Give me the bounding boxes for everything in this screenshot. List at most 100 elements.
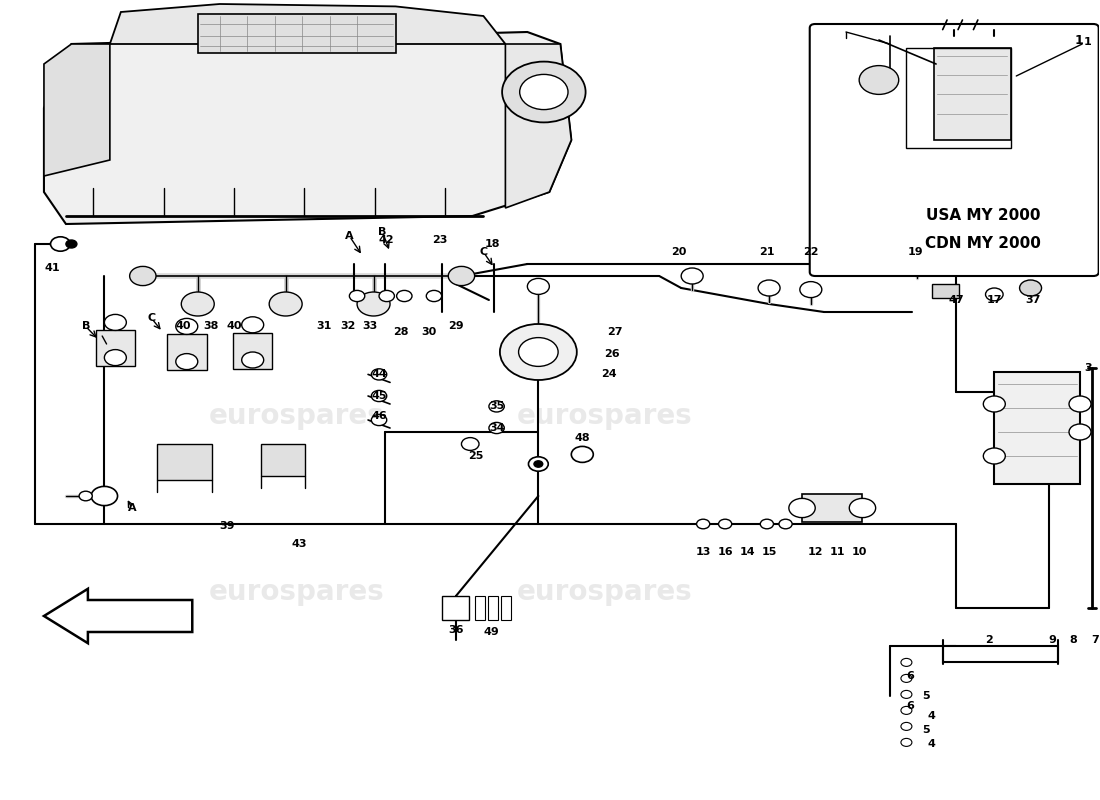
Circle shape (79, 491, 92, 501)
Bar (932, 284, 959, 298)
Text: 19: 19 (908, 247, 923, 257)
Bar (167, 334, 207, 370)
Text: 5: 5 (923, 725, 930, 734)
Circle shape (760, 519, 773, 529)
Circle shape (350, 290, 365, 302)
Circle shape (91, 486, 118, 506)
Text: 25: 25 (468, 451, 483, 461)
Text: 32: 32 (341, 322, 356, 331)
Text: 18: 18 (484, 239, 500, 249)
Polygon shape (505, 44, 571, 208)
Circle shape (379, 290, 395, 302)
Circle shape (66, 240, 77, 248)
FancyBboxPatch shape (810, 24, 1099, 276)
Text: 22: 22 (803, 247, 818, 257)
Circle shape (1069, 396, 1091, 412)
Bar (994, 372, 1080, 484)
Text: B: B (378, 227, 386, 237)
Text: 6: 6 (905, 671, 914, 681)
Circle shape (176, 318, 198, 334)
Circle shape (906, 256, 928, 272)
Circle shape (901, 722, 912, 730)
Text: 14: 14 (739, 547, 755, 557)
Bar (262, 444, 306, 476)
Text: 1: 1 (1084, 37, 1091, 46)
Text: 15: 15 (761, 547, 777, 557)
Text: CDN MY 2000: CDN MY 2000 (925, 237, 1042, 251)
Circle shape (51, 237, 70, 251)
Circle shape (242, 317, 264, 333)
Text: 12: 12 (807, 547, 823, 557)
Text: 21: 21 (759, 247, 774, 257)
Text: C: C (480, 247, 487, 257)
Text: 46: 46 (371, 411, 387, 421)
Bar (500, 596, 510, 620)
Text: 36: 36 (448, 626, 464, 635)
Circle shape (983, 448, 1005, 464)
Text: 9: 9 (1048, 635, 1056, 645)
Text: A: A (345, 231, 354, 241)
Circle shape (130, 266, 156, 286)
Text: eurospares: eurospares (209, 578, 385, 606)
Circle shape (528, 457, 548, 471)
Circle shape (696, 519, 710, 529)
Circle shape (758, 280, 780, 296)
Text: 2: 2 (984, 635, 992, 645)
Text: 3: 3 (1084, 363, 1091, 373)
Circle shape (427, 290, 442, 302)
Bar (442, 596, 469, 620)
Circle shape (372, 369, 387, 380)
Text: 47: 47 (948, 295, 964, 305)
Text: C: C (147, 314, 156, 323)
Circle shape (534, 461, 542, 467)
Text: A: A (128, 503, 136, 513)
Text: 41: 41 (45, 263, 60, 273)
Bar (474, 596, 484, 620)
Circle shape (358, 292, 390, 316)
Text: 8: 8 (1069, 635, 1077, 645)
Text: 43: 43 (292, 539, 307, 549)
Circle shape (182, 292, 214, 316)
Bar (487, 596, 497, 620)
Circle shape (104, 314, 126, 330)
Circle shape (519, 74, 568, 110)
Bar (157, 444, 212, 480)
Circle shape (242, 352, 264, 368)
Text: 40: 40 (227, 322, 242, 331)
Text: 35: 35 (490, 402, 504, 411)
Text: 44: 44 (371, 370, 387, 379)
Circle shape (372, 390, 387, 402)
Polygon shape (44, 44, 110, 176)
Bar (934, 48, 1011, 140)
Circle shape (176, 354, 198, 370)
Circle shape (488, 422, 504, 434)
Circle shape (461, 438, 478, 450)
Bar (906, 48, 1011, 148)
Text: 1: 1 (1075, 34, 1084, 46)
Circle shape (789, 498, 815, 518)
Text: 23: 23 (432, 235, 448, 245)
Circle shape (571, 446, 593, 462)
Circle shape (800, 282, 822, 298)
Text: 34: 34 (488, 423, 505, 433)
Circle shape (449, 266, 474, 286)
Text: eurospares: eurospares (209, 402, 385, 430)
Circle shape (518, 338, 558, 366)
Text: USA MY 2000: USA MY 2000 (926, 209, 1041, 223)
Text: 33: 33 (363, 322, 378, 331)
Text: 38: 38 (204, 322, 219, 331)
Text: 10: 10 (851, 547, 867, 557)
Text: 6: 6 (905, 701, 914, 710)
Bar (802, 494, 862, 522)
Bar (233, 333, 273, 369)
Circle shape (502, 62, 585, 122)
Circle shape (1020, 280, 1042, 296)
Circle shape (488, 401, 504, 412)
Bar (198, 14, 396, 53)
Text: 4: 4 (927, 739, 936, 749)
Text: 11: 11 (829, 547, 845, 557)
Circle shape (718, 519, 732, 529)
Polygon shape (110, 4, 505, 44)
Text: 40: 40 (176, 322, 191, 331)
Circle shape (849, 498, 876, 518)
